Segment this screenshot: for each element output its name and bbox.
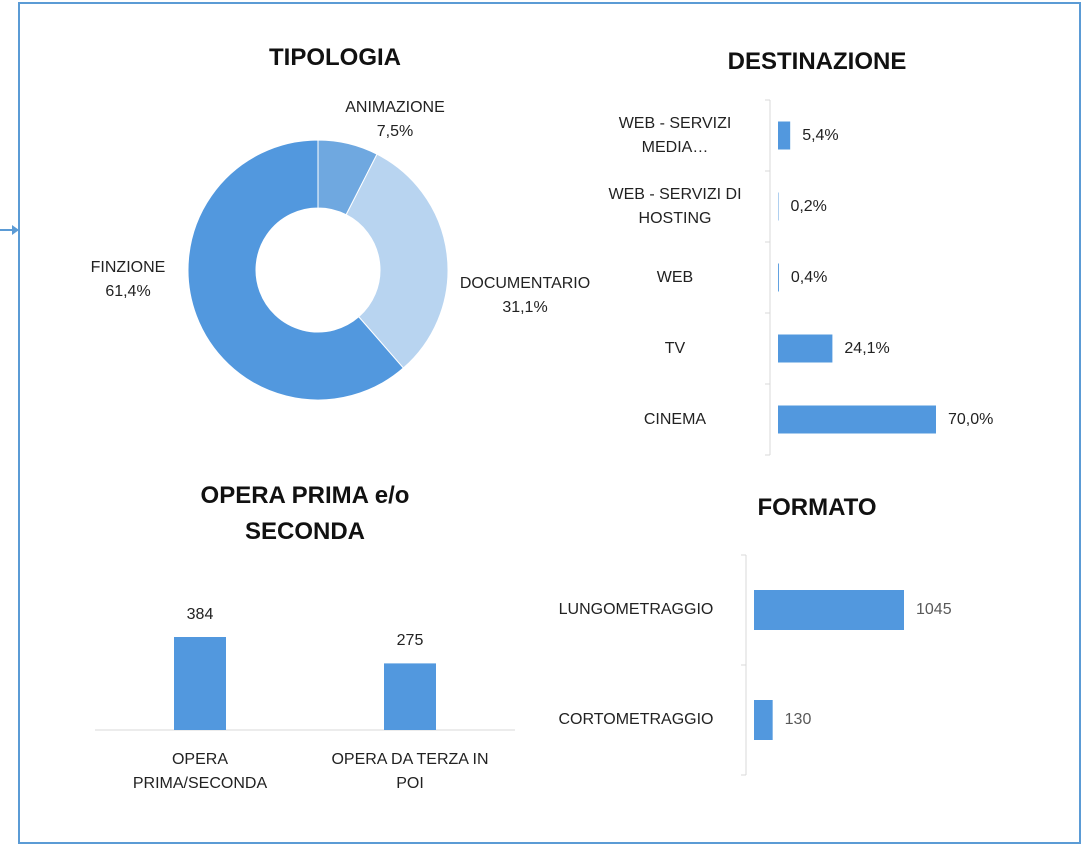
category-label: TV — [664, 339, 686, 357]
chart-title: TIPOLOGIA — [269, 44, 401, 71]
slice-label: FINZIONE — [90, 259, 166, 276]
category-label: OPERA DA TERZA IN POI — [331, 751, 489, 792]
slice-label: DOCUMENTARIO — [459, 275, 591, 292]
bar — [778, 334, 833, 363]
category-label: LUNGOMETRAGGIO — [558, 601, 714, 618]
value-label: 0,4% — [790, 268, 828, 286]
value-label: 275 — [396, 632, 424, 650]
value-label: 384 — [186, 606, 214, 623]
donut-slice — [187, 139, 405, 401]
bar — [384, 663, 436, 730]
chart-title: DESTINAZIONE — [727, 48, 907, 75]
category-label: WEB - SERVIZI MEDIA… — [618, 114, 732, 156]
slice-value: 31,1% — [502, 299, 548, 316]
slice-label: ANIMAZIONE — [345, 99, 445, 116]
chart-title: FORMATO — [757, 494, 877, 521]
bar — [754, 590, 904, 630]
bar — [754, 700, 773, 740]
donut-slice — [345, 153, 449, 369]
category-label: CINEMA — [643, 410, 707, 428]
connector-arrow — [12, 225, 19, 235]
chart-title: OPERA PRIMA e/o SECONDA — [200, 482, 410, 545]
category-label: WEB — [656, 268, 694, 286]
category-label: OPERA PRIMA/SECONDA — [132, 751, 268, 792]
value-label: 70,0% — [948, 410, 994, 428]
value-label: 1045 — [916, 601, 952, 618]
slice-value: 61,4% — [105, 283, 151, 300]
slice-value: 7,5% — [376, 123, 414, 140]
bar — [174, 637, 226, 730]
value-label: 0,2% — [790, 197, 827, 215]
category-label: CORTOMETRAGGIO — [558, 711, 714, 728]
bar — [778, 263, 779, 292]
value-label: 5,4% — [802, 126, 839, 144]
value-label: 130 — [784, 711, 812, 728]
bar — [778, 121, 791, 150]
category-label: WEB - SERVIZI DI HOSTING — [608, 185, 742, 227]
value-label: 24,1% — [844, 339, 890, 357]
bar — [778, 405, 936, 434]
frame — [18, 2, 1081, 844]
